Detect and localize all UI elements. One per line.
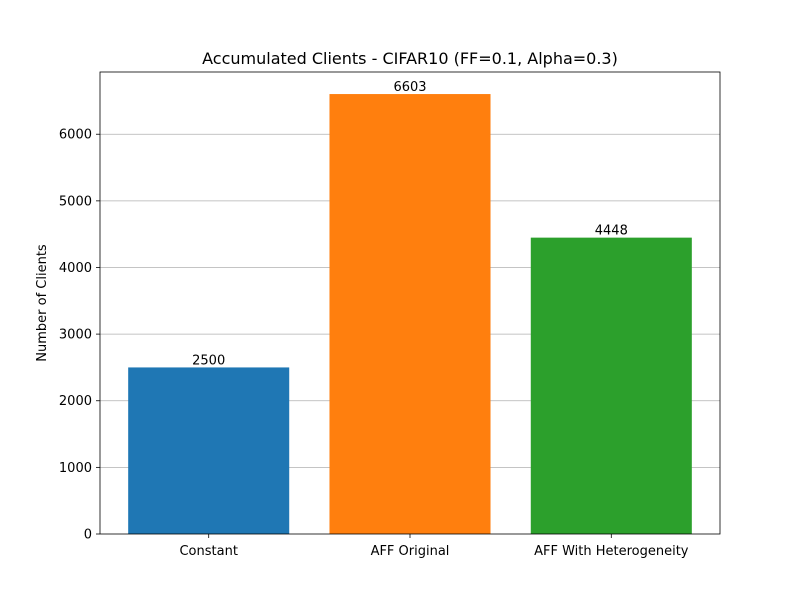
y-tick-label: 2000 <box>59 394 92 409</box>
bars: 2500 6603 4448 <box>128 80 692 534</box>
bar-value-label: 6603 <box>393 80 426 95</box>
y-tick-label: 0 <box>84 528 92 543</box>
x-tick-label: AFF With Heterogeneity <box>534 544 689 559</box>
bar-aff-with-heterogeneity <box>530 237 692 534</box>
y-tick-label: 1000 <box>59 461 92 476</box>
y-tick-label: 5000 <box>59 194 92 209</box>
y-tick-label: 3000 <box>59 328 92 343</box>
bar-aff-original <box>329 94 491 534</box>
x-tick-label: Constant <box>179 544 237 559</box>
y-tick-label: 6000 <box>59 128 92 143</box>
chart-title: Accumulated Clients - CIFAR10 (FF=0.1, A… <box>202 49 618 68</box>
x-tick-label: AFF Original <box>371 544 450 559</box>
y-axis-label: Number of Clients <box>35 244 50 362</box>
bar-value-label: 2500 <box>192 353 225 368</box>
bar-constant <box>128 367 290 534</box>
bar-value-label: 4448 <box>595 224 628 239</box>
y-tick-label: 4000 <box>59 261 92 276</box>
x-axis: Constant AFF Original AFF With Heterogenei… <box>179 534 689 559</box>
y-axis: 0 1000 2000 3000 4000 5000 6000 <box>59 128 100 543</box>
